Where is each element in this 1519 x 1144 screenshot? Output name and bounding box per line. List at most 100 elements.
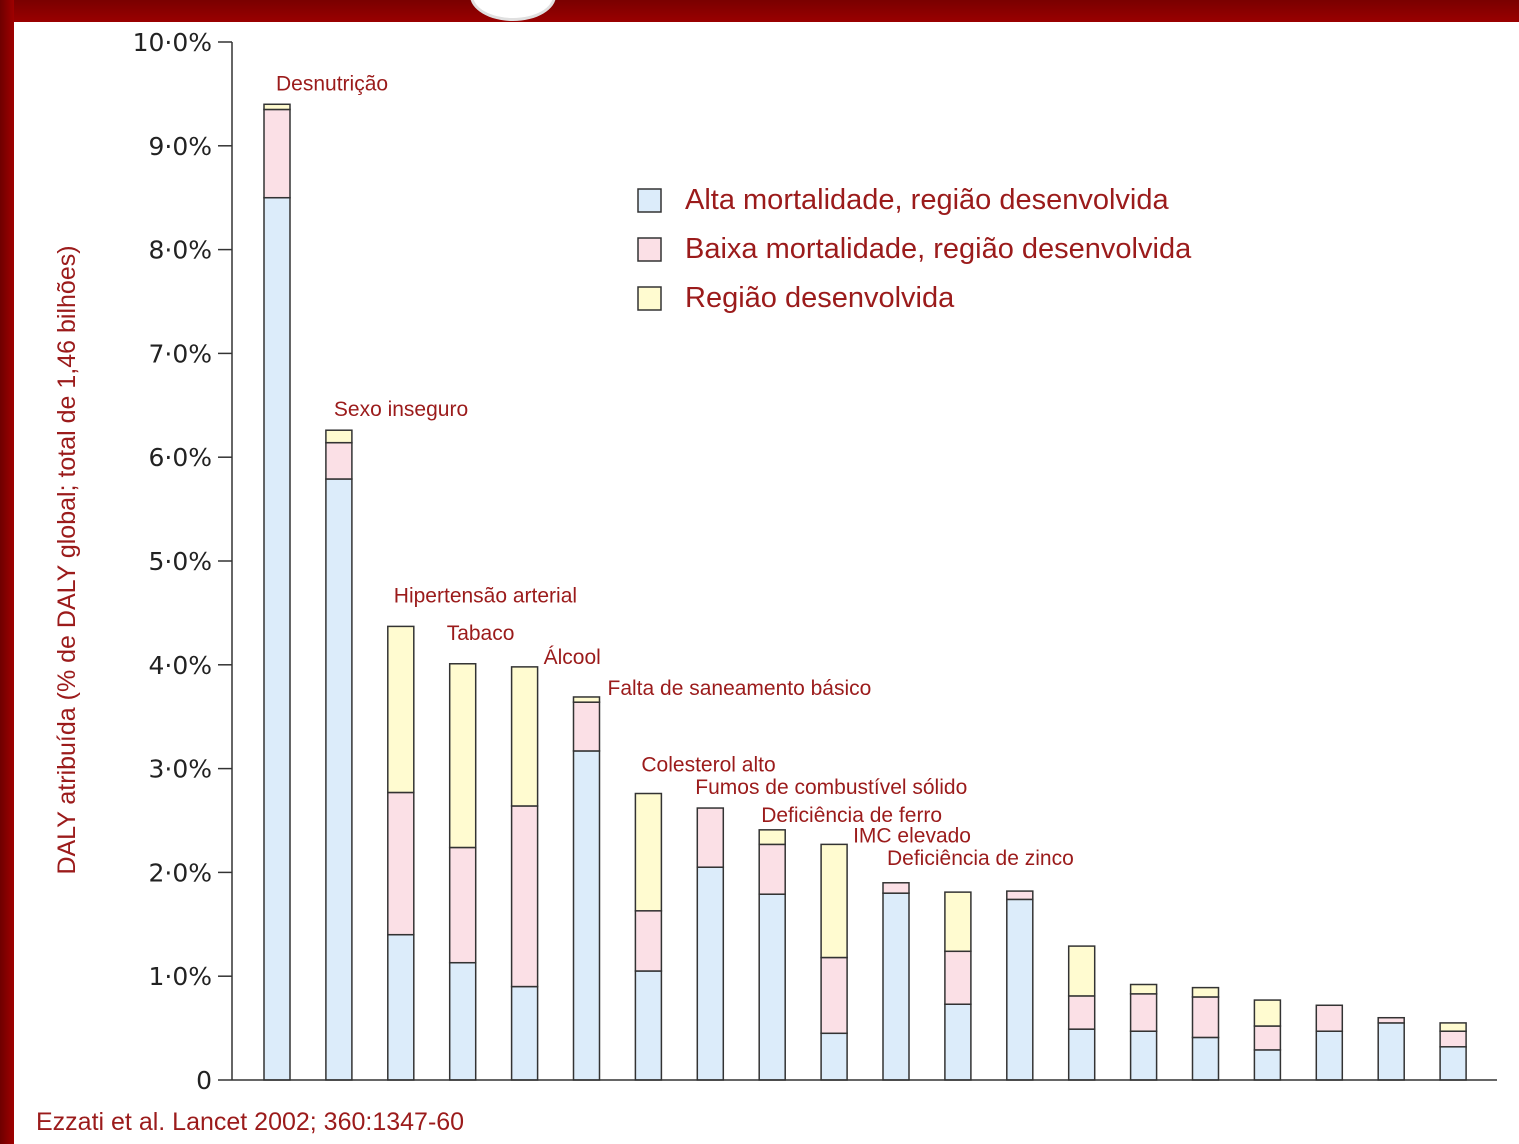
bar-segment	[572, 750, 601, 1081]
y-tick-label: 1·0%	[148, 962, 212, 991]
bar-stacks	[263, 103, 1467, 1081]
bar-stack	[820, 843, 848, 1081]
bar-stack	[387, 625, 415, 1081]
bar-segment	[1439, 1022, 1467, 1032]
bar-stack	[944, 891, 972, 1081]
bar-segment	[448, 663, 477, 849]
bar-label-text: Deficiência de zinco	[887, 847, 1074, 870]
bar-segment	[1191, 1036, 1220, 1081]
bar-segment	[1067, 1028, 1096, 1081]
slide-frame-left	[0, 0, 14, 1144]
bar-segment	[1253, 1049, 1282, 1081]
bar-segment	[758, 893, 786, 1081]
bar-segment	[1377, 1022, 1405, 1081]
bar-segment	[1129, 993, 1158, 1032]
bar-segment	[820, 956, 848, 1035]
legend-swatch	[637, 188, 662, 213]
bar-stack	[448, 663, 477, 1081]
y-axis-label: DALY atribuída (% de DALY global; total …	[53, 245, 81, 874]
y-tick-label: 8·0%	[148, 236, 212, 265]
y-tick-label: 5·0%	[148, 547, 212, 576]
bar-stack	[696, 807, 725, 1081]
bar-segment	[572, 696, 601, 703]
bar-segment	[387, 625, 415, 794]
y-tick-label: 9·0%	[148, 132, 212, 161]
bar-segment	[1191, 986, 1220, 998]
bar-segment	[882, 882, 910, 894]
legend: Alta mortalidade, região desenvolvida Bai…	[637, 184, 1192, 314]
bar-stack	[572, 696, 601, 1081]
bar-stack	[510, 666, 539, 1081]
bar-label-text: Álcool	[544, 646, 601, 669]
bar-stack	[1129, 983, 1158, 1081]
bar-segment	[634, 910, 663, 972]
bar-segment	[510, 666, 539, 807]
bar-label-text: Sexo inseguro	[334, 398, 468, 421]
bar-segment	[820, 1032, 848, 1081]
y-tick-label: 10·0%	[133, 28, 212, 57]
bar-segment	[634, 970, 663, 1081]
bar-stack	[1377, 1016, 1405, 1081]
bar-segment	[696, 807, 725, 868]
legend-label: Baixa mortalidade, região desenvolvida	[685, 233, 1192, 265]
bar-segment	[1377, 1016, 1405, 1024]
bar-segment	[882, 892, 910, 1081]
bar-segment	[1067, 945, 1096, 997]
bar-segment	[758, 829, 786, 846]
bar-segment	[448, 846, 477, 964]
y-tick-label: 0	[196, 1066, 212, 1095]
bar-segment	[1439, 1046, 1467, 1081]
bar-segment	[634, 792, 663, 912]
bar-segment	[1315, 1030, 1344, 1081]
slide-frame-top	[0, 0, 1519, 22]
y-axis-ticks: 0 1·0% 2·0% 3·0% 4·0% 5·0% 6·0% 7·0% 8·0% 9·0% 10·…	[133, 28, 232, 1095]
citation: Ezzati et al. Lancet 2002; 360:1347-60	[36, 1108, 465, 1136]
bar-segment	[820, 843, 848, 959]
y-tick-label: 3·0%	[148, 755, 212, 784]
bar-stack	[1439, 1022, 1467, 1081]
bar-label-text: Falta de saneamento básico	[608, 677, 872, 700]
bar-segment	[1129, 983, 1158, 995]
bar-segment	[448, 961, 477, 1081]
legend-swatch	[637, 237, 662, 262]
bar-label-text: Tabaco	[447, 622, 515, 645]
bar-segment	[1315, 1004, 1344, 1032]
bar-segment	[510, 985, 539, 1081]
bar-segment	[1129, 1030, 1158, 1081]
bar-segment	[944, 891, 972, 953]
bar-segment	[1006, 898, 1034, 1081]
bar-segment	[1006, 890, 1034, 901]
bar-stack	[634, 792, 663, 1081]
bar-label-text: Fumos de combustível sólido	[695, 776, 967, 799]
bar-segment	[572, 701, 601, 752]
bar-label-text: Hipertensão arterial	[394, 584, 577, 607]
bar-segment	[1191, 996, 1220, 1039]
bar-segment	[263, 103, 291, 111]
legend-item: Região desenvolvida	[637, 282, 955, 314]
y-tick-label: 6·0%	[148, 443, 212, 472]
y-tick-label: 7·0%	[148, 339, 212, 368]
bar-stack	[882, 882, 910, 1081]
bar-segment	[325, 441, 353, 480]
bar-label-text: Desnutrição	[276, 72, 388, 95]
bar-segment	[263, 196, 291, 1081]
bar-label-text: IMC elevado	[853, 824, 971, 847]
bar-segment	[1253, 1025, 1282, 1051]
bar-stack	[325, 429, 353, 1081]
bar-stack	[1253, 999, 1282, 1081]
bar-stack	[1067, 945, 1096, 1081]
legend-label: Alta mortalidade, região desenvolvida	[685, 184, 1169, 216]
legend-swatch	[637, 286, 662, 311]
y-tick-label: 4·0%	[148, 651, 212, 680]
bar-label-text: Deficiência de ferro	[761, 804, 942, 827]
bar-segment	[1253, 999, 1282, 1027]
bar-segment	[1439, 1030, 1467, 1048]
bar-segment	[263, 108, 291, 199]
bar-stack	[1191, 986, 1220, 1081]
bar-stack	[1315, 1004, 1344, 1081]
legend-label: Região desenvolvida	[685, 282, 955, 314]
bar-stack	[1006, 890, 1034, 1081]
bar-stack	[263, 103, 291, 1081]
